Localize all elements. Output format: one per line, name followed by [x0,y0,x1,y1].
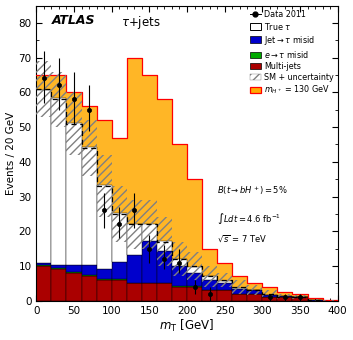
Bar [202,276,217,279]
Bar [36,89,52,263]
Bar [262,297,277,301]
Bar [66,273,82,301]
Bar [112,213,127,262]
Bar [52,268,66,270]
Bar [262,295,277,297]
Bar [232,288,247,289]
Bar [82,265,97,275]
Bar [157,283,172,301]
Bar [172,287,187,301]
Bar [66,265,82,272]
Bar [217,290,232,301]
Bar [172,266,187,287]
Bar [82,275,97,276]
Bar [82,276,97,301]
Text: $B(t\to bH^+) = 5\%$: $B(t\to bH^+) = 5\%$ [217,184,288,197]
Bar [277,297,292,301]
Bar [36,263,52,265]
Bar [66,272,82,273]
Bar [187,287,202,301]
Bar [157,241,172,251]
Legend: Data 2011, True $\tau$, Jet$\to\tau$ misid, $e\to\tau$ misid, Multi-jets, SM + u: Data 2011, True $\tau$, Jet$\to\tau$ mis… [249,8,335,98]
Bar [292,297,307,301]
Text: ATLAS: ATLAS [52,14,95,28]
Bar [52,98,66,265]
Text: $\int Ldt = 4.6$ fb$^{-1}$: $\int Ldt = 4.6$ fb$^{-1}$ [217,211,281,226]
Bar [112,262,127,279]
Bar [247,290,262,294]
Bar [36,266,52,301]
Bar [232,289,247,294]
Bar [202,290,217,301]
Bar [66,123,82,265]
Polygon shape [36,58,337,301]
Bar [307,300,323,301]
Bar [97,269,112,279]
Bar [127,224,142,255]
Bar [292,296,307,297]
Bar [142,224,157,241]
Bar [277,296,292,297]
Bar [202,279,217,290]
Bar [52,265,66,268]
Bar [217,283,232,290]
Bar [36,265,52,266]
Bar [187,267,202,273]
Bar [112,279,127,280]
Bar [157,251,172,283]
Bar [97,280,112,301]
Y-axis label: Events / 20 GeV: Events / 20 GeV [6,112,16,195]
Bar [52,270,66,301]
Bar [187,273,202,287]
Bar [82,147,97,265]
Bar [112,280,127,301]
Bar [232,294,247,301]
Bar [247,294,262,301]
X-axis label: $m_{\mathrm{T}}$ [GeV]: $m_{\mathrm{T}}$ [GeV] [160,318,215,335]
Bar [172,259,187,266]
Bar [97,185,112,269]
Bar [127,255,142,283]
Bar [217,281,232,283]
Text: $\tau$+jets: $\tau$+jets [121,14,160,31]
Bar [142,283,157,301]
Bar [97,279,112,280]
Bar [127,283,142,301]
Bar [142,241,157,283]
Text: $\sqrt{s}$ = 7 TeV: $\sqrt{s}$ = 7 TeV [217,234,267,245]
